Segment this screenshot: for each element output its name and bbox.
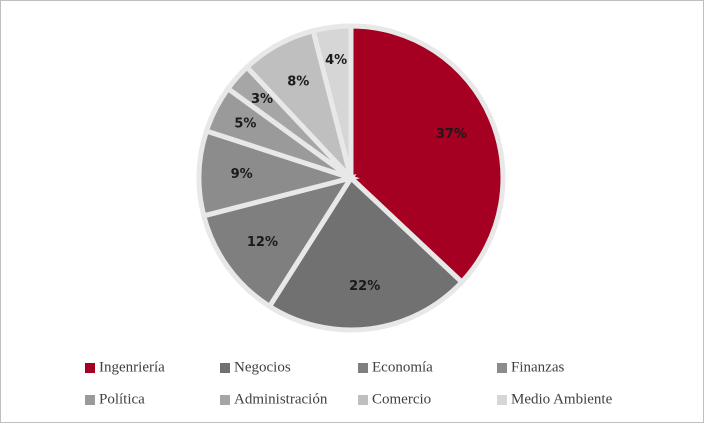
pie-slice (200, 174, 357, 310)
data-label: 37% (436, 127, 467, 142)
pie-slice (266, 174, 466, 333)
legend-label: Medio Ambiente (511, 391, 613, 407)
legend-label: Política (99, 391, 145, 407)
data-label: 22% (349, 279, 380, 294)
legend-swatch (85, 363, 95, 373)
data-label: 5% (234, 117, 256, 132)
pie-slice (310, 23, 354, 179)
legend-swatch (358, 395, 368, 405)
pie-slice (348, 23, 506, 286)
legend-label: Administración (234, 391, 328, 407)
legend-swatch (220, 363, 230, 373)
data-label: 3% (251, 92, 273, 107)
legend-label: Negocios (234, 359, 291, 375)
data-label: 4% (325, 53, 347, 68)
legend-swatch (85, 395, 95, 405)
legend-swatch (497, 395, 507, 405)
legend-swatch (358, 363, 368, 373)
legend-label: Comercio (372, 391, 431, 407)
data-label: 12% (247, 235, 278, 250)
legend-label: Finanzas (511, 359, 564, 375)
data-label: 9% (231, 167, 253, 182)
legend-swatch (497, 363, 507, 373)
legend-swatch (220, 395, 230, 405)
legend-label: Ingenriería (99, 359, 165, 375)
legend-label: Economía (372, 359, 433, 375)
data-label: 8% (287, 75, 309, 90)
